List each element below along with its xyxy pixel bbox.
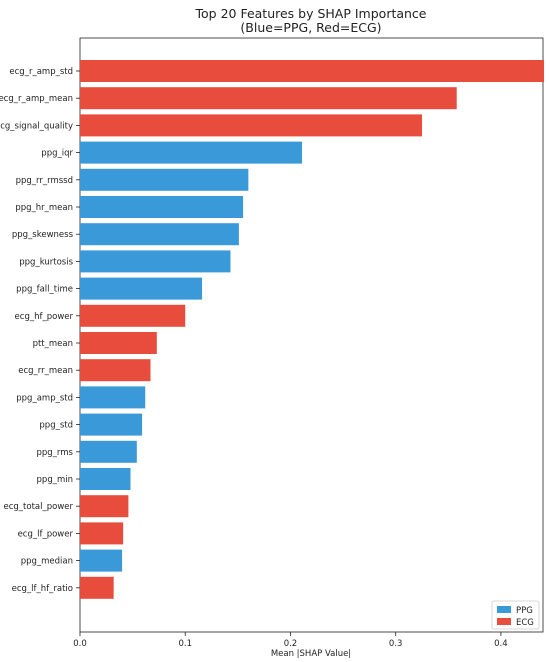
y-tick-label: ecg_r_amp_std (9, 67, 73, 77)
chart-title: Top 20 Features by SHAP Importance (195, 6, 427, 21)
bar-ppg-skewness (80, 223, 239, 246)
bar-ptt-mean (80, 332, 157, 354)
y-tick-label: ppg_std (39, 421, 73, 431)
bar-ecg-lf-hf-ratio (80, 576, 114, 599)
legend-label-ecg: ECG (516, 618, 534, 628)
x-tick-label: 0.4 (494, 639, 508, 649)
x-axis-label: Mean |SHAP Value| (271, 649, 351, 659)
x-tick-label: 0.2 (284, 639, 298, 649)
y-tick-label: ecg_hf_power (15, 312, 74, 322)
bar-ppg-hr-mean (80, 196, 244, 218)
bar-ecg-rr-mean (80, 359, 151, 382)
bar-ecg-r-amp-mean (80, 87, 457, 110)
x-axis-ticks: 0.0 0.1 0.2 0.3 0.4 (73, 632, 508, 649)
bar-ppg-fall-time (80, 277, 203, 300)
bar-ppg-std (80, 413, 143, 436)
y-tick-label: ecg_lf_power (18, 529, 74, 539)
bar-ppg-rr-rmssd (80, 168, 249, 191)
legend-label-ppg: PPG (516, 606, 533, 616)
bar-ppg-rms (80, 440, 137, 463)
y-tick-label: ppg_min (37, 475, 73, 485)
y-tick-label: ecg_total_power (3, 502, 73, 512)
bar-ppg-kurtosis (80, 250, 231, 273)
y-tick-label: ppg_fall_time (16, 285, 73, 295)
bar-ppg-min (80, 468, 131, 490)
y-tick-label: ppg_kurtosis (19, 257, 73, 267)
x-tick-label: 0.1 (178, 639, 192, 649)
x-tick-label: 0.0 (73, 639, 87, 649)
bar-ecg-lf-power (80, 522, 124, 545)
y-axis-ticks: ecg_r_amp_std ecg_r_amp_mean ecg_signal_qu… (0, 67, 80, 594)
y-tick-label: ecg_lf_hf_ratio (12, 584, 73, 594)
y-tick-label: ecg_r_amp_mean (0, 94, 73, 104)
bars-group (80, 60, 545, 599)
y-tick-label: ppg_hr_mean (15, 203, 73, 213)
y-tick-label: ecg_rr_mean (18, 366, 73, 376)
y-tick-label: ecg_signal_quality (0, 121, 73, 131)
bar-ppg-median (80, 549, 123, 572)
bar-ppg-amp-std (80, 386, 146, 409)
chart-subtitle: (Blue=PPG, Red=ECG) (240, 20, 381, 35)
y-tick-label: ppg_amp_std (16, 393, 73, 403)
legend-swatch-ppg (497, 606, 511, 613)
y-tick-label: ppg_median (21, 557, 73, 567)
y-tick-label: ppg_iqr (41, 149, 73, 159)
y-tick-label: ppg_skewness (12, 230, 74, 240)
bar-ppg-iqr (80, 141, 303, 164)
bar-ecg-total-power (80, 495, 129, 518)
y-tick-label: ppg_rr_rmssd (16, 176, 73, 186)
y-tick-label: ppg_rms (37, 448, 74, 458)
bar-ecg-signal-quality (80, 114, 422, 137)
x-tick-label: 0.3 (389, 639, 403, 649)
y-tick-label: ptt_mean (33, 339, 73, 349)
legend: PPG ECG (491, 600, 540, 630)
legend-swatch-ecg (497, 618, 511, 625)
bar-ecg-hf-power (80, 304, 186, 327)
bar-ecg-r-amp-std (80, 60, 545, 82)
